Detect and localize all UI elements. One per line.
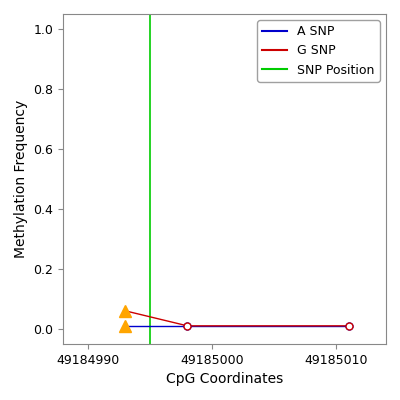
- Y-axis label: Methylation Frequency: Methylation Frequency: [14, 100, 28, 258]
- X-axis label: CpG Coordinates: CpG Coordinates: [166, 372, 283, 386]
- Legend: A SNP, G SNP, SNP Position: A SNP, G SNP, SNP Position: [258, 20, 380, 82]
